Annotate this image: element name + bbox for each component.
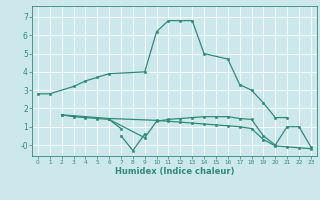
X-axis label: Humidex (Indice chaleur): Humidex (Indice chaleur) xyxy=(115,167,234,176)
